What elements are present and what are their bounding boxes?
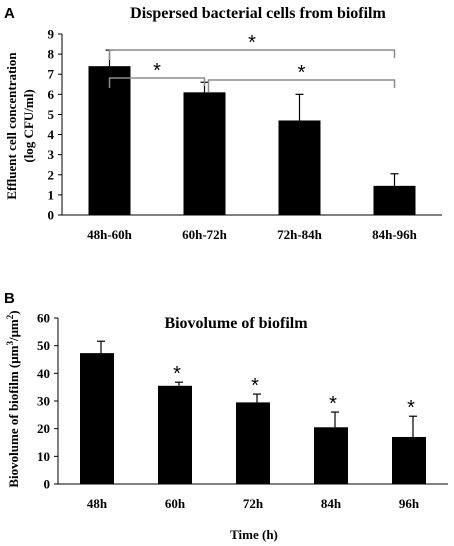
chart-a-category-label: 84h-96h	[372, 227, 418, 242]
chart-b-significance-star: *	[251, 375, 259, 397]
chart-b-significance-star: *	[407, 397, 415, 419]
chart-a-bar	[183, 92, 226, 215]
chart-b-ylabel-sup2: 2	[5, 314, 15, 319]
chart-a-ytick-label: 1	[48, 187, 55, 202]
chart-a-ylabel-line2: (log CFU/ml)	[21, 89, 36, 162]
chart-b-category-label: 48h	[87, 496, 108, 511]
chart-b-xlabel: Time (h)	[230, 527, 278, 542]
chart-b-ylabel-sup1: 3	[5, 341, 15, 346]
chart-b-ylabel-part1: Biovolume of biofilm (μm	[6, 345, 21, 487]
chart-b-significance-star: *	[173, 363, 181, 385]
chart-b-significance-star: *	[329, 393, 337, 415]
chart-a-ytick-label: 7	[48, 67, 55, 82]
chart-b-category-label: 72h	[243, 496, 264, 511]
chart-a-ytick-label: 0	[48, 208, 55, 223]
chart-b: 0 10 20 30 40 50 60 48h 60h * 72h * 84h * 96h *	[37, 311, 448, 511]
chart-b-bar	[158, 385, 192, 484]
significance-star: *	[298, 62, 306, 84]
chart-a-bar	[278, 120, 321, 215]
chart-a-category-label: 60h-72h	[182, 227, 228, 242]
chart-b-ytick-label: 20	[37, 421, 50, 436]
chart-b-ytick-label: 50	[37, 338, 50, 353]
chart-b-bar	[314, 427, 348, 484]
chart-b-category-label: 84h	[321, 496, 342, 511]
chart-a-ytick-label: 9	[48, 27, 55, 42]
chart-a-ytick-label: 8	[48, 47, 55, 62]
chart-a-ytick-label: 5	[48, 107, 55, 122]
chart-b-category-label: 96h	[399, 496, 420, 511]
chart-b-bar	[80, 353, 114, 484]
chart-b-ytick-label: 40	[37, 366, 50, 381]
chart-a-ylabel: Effluent cell concentration	[4, 52, 19, 200]
chart-a-bar	[373, 185, 416, 215]
chart-b-ylabel: Biovolume of biofilm (μm3/μm2)	[5, 310, 21, 487]
chart-b-ytick-label: 60	[37, 311, 50, 326]
chart-b-bar	[236, 402, 270, 484]
chart-a-category-label: 72h-84h	[277, 227, 323, 242]
significance-bracket	[108, 49, 396, 60]
significance-bracket	[108, 77, 206, 88]
chart-b-category-label: 60h	[165, 496, 186, 511]
chart-a-ytick-label: 3	[48, 147, 55, 162]
chart-a-category-label: 48h-60h	[87, 227, 133, 242]
chart-b-ytick-label: 30	[37, 394, 50, 409]
significance-star: *	[248, 32, 256, 54]
chart-b-ytick-label: 0	[44, 477, 51, 492]
chart-a-ytick-label: 2	[48, 167, 55, 182]
chart-a-bar	[88, 66, 131, 215]
significance-star: *	[153, 60, 161, 82]
panel-b-label: B	[4, 290, 15, 307]
chart-b-bar	[392, 436, 426, 484]
chart-b-ylabel-part2: /μm	[6, 319, 21, 342]
chart-b-ytick-label: 10	[37, 449, 50, 464]
chart-a-ytick-label: 6	[48, 87, 55, 102]
panel-a-label: A	[4, 5, 15, 22]
chart-a-ytick-label: 4	[48, 127, 55, 142]
chart-a: 0 1 2 3 4 5 6 7 8 9 48h-60h 60h-72h 72h-84h 84h-96h * *…	[48, 27, 442, 242]
significance-bracket	[207, 79, 396, 92]
chart-b-ylabel-part3: )	[6, 310, 21, 314]
chart-b-title: Biovolume of biofilm	[164, 315, 308, 332]
chart-a-title: Dispersed bacterial cells from biofilm	[130, 5, 386, 22]
